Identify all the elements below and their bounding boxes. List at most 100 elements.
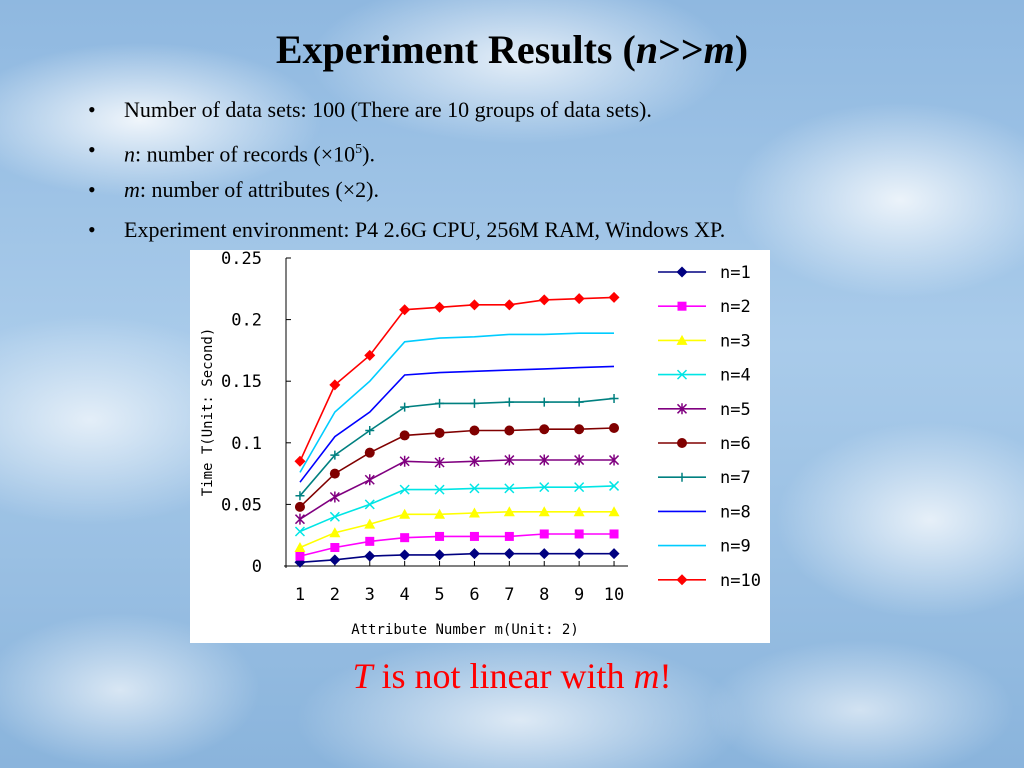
bullet-text: : number of attributes (×2). (139, 177, 379, 202)
legend-marker (676, 574, 688, 586)
data-point (539, 424, 550, 435)
data-point (609, 423, 620, 434)
data-point (469, 483, 480, 494)
conclusion-var-t: T (352, 656, 373, 696)
series-line (299, 485, 615, 533)
data-point (435, 398, 445, 408)
data-point (434, 549, 446, 561)
series-line (299, 552, 614, 564)
data-point (573, 506, 585, 517)
data-point (503, 506, 515, 517)
bullet-list: Number of data sets: 100 (There are 10 g… (86, 92, 725, 252)
data-point (365, 425, 375, 435)
data-point (539, 482, 550, 493)
x-tick-label: 4 (400, 585, 410, 605)
legend-entry: n=4 (658, 366, 751, 386)
data-point (468, 507, 480, 518)
data-point (609, 454, 620, 466)
legend-label: n=9 (720, 537, 751, 557)
bullet-n-definition: n: number of records (×105). (86, 132, 725, 172)
legend-entry: n=6 (658, 434, 751, 454)
data-point (434, 301, 446, 313)
legend-marker (677, 438, 687, 448)
line-chart: 0 0.05 0.1 0.15 0.2 0.25 1 2 3 4 5 6 7 8 9 10 Attribute … (200, 250, 761, 638)
series-line (299, 510, 614, 549)
data-point (364, 518, 376, 529)
y-tick-label: 0.25 (221, 250, 262, 269)
x-tick-label: 6 (469, 585, 479, 605)
data-point (434, 508, 446, 519)
data-point (434, 427, 445, 438)
data-point (434, 457, 445, 469)
data-point (294, 526, 305, 537)
legend-entry: n=1 (658, 263, 751, 283)
data-point (608, 506, 620, 517)
legend-marker (676, 266, 688, 278)
legend-entry: n=2 (658, 297, 751, 317)
data-point (435, 531, 445, 541)
legend-label: n=4 (720, 366, 751, 386)
data-point (364, 499, 375, 510)
data-point (434, 484, 445, 495)
data-point (504, 483, 515, 494)
title-text: Experiment Results ( (275, 27, 636, 72)
data-point (399, 484, 410, 495)
y-axis-label: Time T(Unit: Second) (200, 328, 216, 497)
series-n=5 (294, 454, 620, 525)
data-point (573, 548, 585, 560)
x-tick-label: 8 (539, 585, 549, 605)
legend-entry: n=3 (658, 331, 751, 351)
y-tick-label: 0 (252, 557, 262, 577)
data-point (574, 397, 584, 407)
data-point (294, 542, 306, 553)
legend-entry: n=5 (658, 400, 751, 420)
series-n=2 (295, 529, 619, 561)
data-point (329, 468, 340, 479)
x-tick-label: 2 (330, 585, 340, 605)
data-point (330, 450, 340, 460)
data-point (608, 548, 620, 560)
series-n=7 (295, 393, 619, 501)
data-point (364, 447, 375, 458)
series-n=10 (294, 291, 620, 467)
data-point (330, 543, 340, 553)
data-point (294, 556, 306, 568)
data-point (539, 397, 549, 407)
series-n=4 (294, 480, 620, 537)
data-point (574, 454, 585, 466)
data-point (468, 299, 480, 311)
legend-marker (676, 334, 688, 345)
x-axis-label: Attribute Number m(Unit: 2) (351, 622, 579, 638)
legend-label: n=10 (720, 571, 761, 591)
data-point (608, 291, 620, 303)
x-tick-label: 1 (295, 585, 305, 605)
x-tick-label: 9 (574, 585, 584, 605)
data-point (400, 402, 410, 412)
legend-label: n=2 (720, 297, 751, 317)
chart-container: 0 0.05 0.1 0.15 0.2 0.25 1 2 3 4 5 6 7 8 9 10 Attribute … (190, 250, 770, 643)
data-point (329, 527, 341, 538)
legend-entry: n=7 (658, 468, 751, 488)
legend-entry: n=9 (658, 537, 751, 557)
data-point (329, 379, 341, 391)
data-point (574, 482, 585, 493)
series-n=1 (294, 548, 620, 568)
series-line (299, 427, 615, 508)
data-point (538, 294, 550, 306)
data-point (469, 425, 480, 436)
data-point (365, 536, 375, 546)
legend-marker (676, 403, 688, 415)
data-point (504, 531, 514, 541)
conclusion-text: T is not linear with m! (0, 655, 1024, 697)
data-point (294, 513, 305, 525)
data-point (538, 548, 550, 560)
title-var-m: m (703, 27, 735, 72)
bullet-var: n (124, 141, 135, 167)
data-point (399, 549, 411, 561)
data-point (503, 548, 515, 560)
y-tick-label: 0.1 (231, 434, 262, 454)
legend-label: n=1 (720, 263, 751, 283)
x-tick-label: 3 (365, 585, 375, 605)
data-point (609, 393, 619, 403)
bullet-text: Experiment environment: P4 2.6G CPU, 256… (124, 217, 726, 242)
